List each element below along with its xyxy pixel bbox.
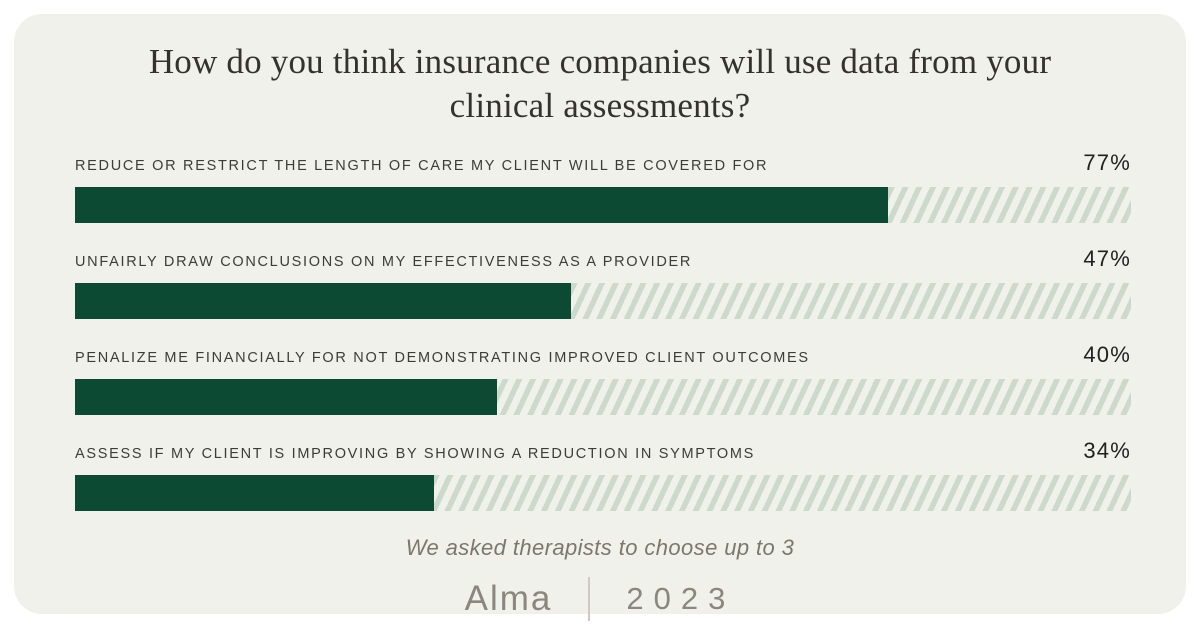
bar-track — [75, 282, 1131, 319]
bar-label: REDUCE OR RESTRICT THE LENGTH OF CARE MY… — [75, 157, 769, 174]
bar-fill — [75, 378, 498, 415]
bar-row: PENALIZE ME FINANCIALLY FOR NOT DEMONSTR… — [75, 342, 1131, 415]
bar-value: 34% — [1083, 437, 1131, 463]
bar-row-head: ASSESS IF MY CLIENT IS IMPROVING BY SHOW… — [75, 438, 1131, 464]
brand-divider — [588, 576, 591, 621]
chart-card: How do you think insurance companies wil… — [14, 14, 1186, 621]
bar-value: 47% — [1083, 245, 1131, 271]
chart-title-line2: clinical assessments? — [449, 85, 751, 125]
year-label: 2023 — [626, 580, 736, 616]
bar-track — [75, 474, 1131, 511]
brand-row: Alma 2023 — [14, 576, 1186, 621]
alma-logo: Alma — [464, 578, 553, 618]
bar-value: 77% — [1083, 149, 1131, 175]
survey-note: We asked therapists to choose up to 3 — [405, 534, 795, 560]
bar-track — [75, 186, 1131, 223]
bar-row-head: PENALIZE ME FINANCIALLY FOR NOT DEMONSTR… — [75, 342, 1131, 368]
bar-row-head: REDUCE OR RESTRICT THE LENGTH OF CARE MY… — [75, 150, 1131, 176]
bar-fill — [75, 186, 889, 223]
bar-row-head: UNFAIRLY DRAW CONCLUSIONS ON MY EFFECTIV… — [75, 246, 1131, 272]
bar-fill — [75, 282, 572, 319]
bar-label: UNFAIRLY DRAW CONCLUSIONS ON MY EFFECTIV… — [75, 253, 693, 270]
bar-track — [75, 378, 1131, 415]
bar-row: REDUCE OR RESTRICT THE LENGTH OF CARE MY… — [75, 150, 1131, 223]
bar-chart: REDUCE OR RESTRICT THE LENGTH OF CARE MY… — [75, 150, 1131, 511]
chart-title: How do you think insurance companies wil… — [14, 40, 1186, 128]
bar-label: PENALIZE ME FINANCIALLY FOR NOT DEMONSTR… — [75, 349, 810, 366]
bar-label: ASSESS IF MY CLIENT IS IMPROVING BY SHOW… — [75, 445, 756, 462]
bar-value: 40% — [1083, 341, 1131, 367]
bar-row: ASSESS IF MY CLIENT IS IMPROVING BY SHOW… — [75, 438, 1131, 511]
chart-title-line1: How do you think insurance companies wil… — [148, 42, 1052, 81]
bar-row: UNFAIRLY DRAW CONCLUSIONS ON MY EFFECTIV… — [75, 246, 1131, 319]
bar-fill — [75, 474, 435, 511]
